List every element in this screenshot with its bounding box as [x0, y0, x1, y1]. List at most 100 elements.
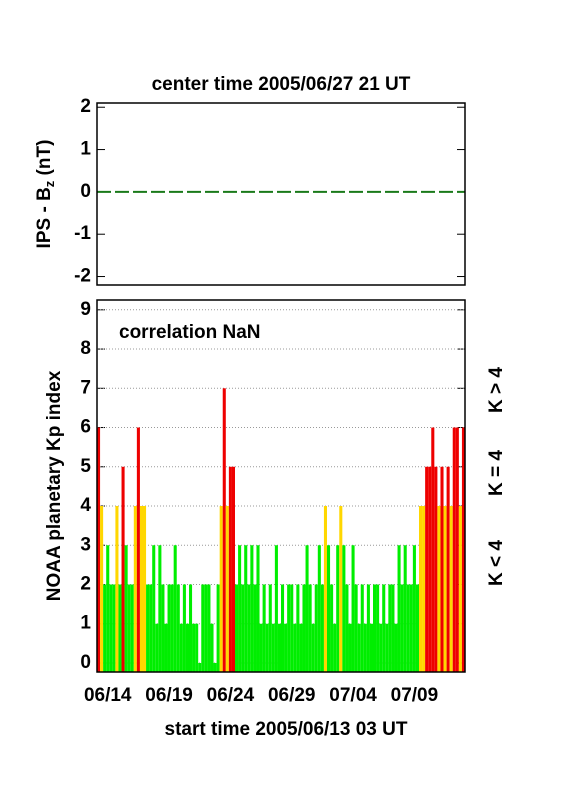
bar — [225, 506, 229, 672]
plot-frame — [96, 102, 466, 286]
bar — [155, 623, 159, 672]
bar — [339, 506, 343, 672]
bar — [244, 545, 248, 672]
bar — [182, 584, 186, 672]
y-tick-label: -1 — [74, 223, 91, 244]
bar — [130, 584, 134, 672]
bar — [437, 506, 441, 672]
bar — [323, 506, 327, 672]
bar — [207, 584, 211, 672]
bar — [412, 545, 416, 672]
bar — [406, 584, 410, 672]
bar — [284, 623, 288, 672]
bar — [277, 623, 281, 672]
y-axis-label-sub: z — [42, 180, 57, 187]
y-tick-label: 4 — [80, 495, 91, 516]
x-tick-label: 07/09 — [391, 685, 439, 706]
bar — [256, 545, 260, 672]
bar — [152, 545, 156, 672]
bar — [161, 584, 165, 672]
bar — [431, 427, 435, 672]
bar — [149, 584, 153, 672]
bar — [127, 584, 131, 672]
bar — [219, 506, 223, 672]
bar — [192, 623, 196, 672]
chart-title: center time 2005/06/27 21 UT — [152, 74, 411, 95]
y-tick-label: 7 — [80, 377, 91, 398]
bar — [198, 662, 202, 672]
bar — [330, 584, 334, 672]
bar — [235, 584, 239, 672]
bar — [391, 584, 395, 672]
y-tick-label: 9 — [80, 299, 91, 320]
bar — [388, 584, 392, 672]
bar — [348, 623, 352, 672]
legend-label: K = 4 — [486, 450, 507, 496]
bar — [363, 623, 367, 672]
bar — [345, 584, 349, 672]
bar — [394, 623, 398, 672]
bar — [403, 545, 407, 672]
bar — [342, 545, 346, 672]
bar — [314, 584, 318, 672]
bar — [425, 466, 429, 672]
bar — [327, 545, 331, 672]
bar — [305, 545, 309, 672]
bar — [308, 584, 312, 672]
bar — [121, 466, 125, 672]
bar — [146, 584, 150, 672]
y-tick-label: 1 — [80, 139, 91, 160]
y-tick-label: 3 — [80, 534, 91, 555]
bar — [216, 584, 220, 672]
bar — [443, 506, 447, 672]
bar — [290, 584, 294, 672]
bar — [241, 584, 245, 672]
bar — [317, 545, 321, 672]
bar — [247, 584, 251, 672]
bar — [333, 623, 337, 672]
bar — [262, 584, 266, 672]
bar — [281, 584, 285, 672]
bar — [440, 466, 444, 672]
bar — [449, 506, 453, 672]
bar — [302, 584, 306, 672]
bar — [446, 466, 450, 672]
bar — [369, 623, 373, 672]
bar — [354, 584, 358, 672]
bar — [133, 506, 137, 672]
bar — [336, 545, 340, 672]
y-axis-label-part: IPS - B — [34, 187, 55, 248]
bar — [259, 623, 263, 672]
bar — [124, 545, 128, 672]
bar — [311, 623, 315, 672]
bar — [268, 584, 272, 672]
y-tick-label: 2 — [80, 574, 91, 595]
x-tick-label: 06/24 — [207, 685, 255, 706]
legend-label: K < 4 — [486, 540, 507, 586]
bar — [299, 623, 303, 672]
bar — [195, 623, 199, 672]
bar — [176, 584, 180, 672]
bar — [287, 584, 291, 672]
annotation: correlation NaN — [119, 322, 260, 343]
bar — [376, 584, 380, 672]
bar — [189, 584, 193, 672]
bar — [170, 584, 174, 672]
bar — [222, 388, 226, 672]
bar — [373, 584, 377, 672]
y-tick-label: 1 — [80, 613, 91, 634]
bar — [250, 545, 254, 672]
x-tick-label: 06/19 — [145, 685, 193, 706]
bar — [265, 623, 269, 672]
y-axis-label: IPS - Bz (nT) — [34, 140, 57, 249]
bar — [103, 584, 107, 672]
x-tick-label: 06/29 — [268, 685, 316, 706]
bar — [385, 623, 389, 672]
bar — [158, 545, 162, 672]
bar — [455, 427, 459, 672]
bar — [109, 584, 113, 672]
bar — [143, 506, 147, 672]
bar — [320, 584, 324, 672]
bar — [452, 427, 456, 672]
bar — [253, 584, 257, 672]
